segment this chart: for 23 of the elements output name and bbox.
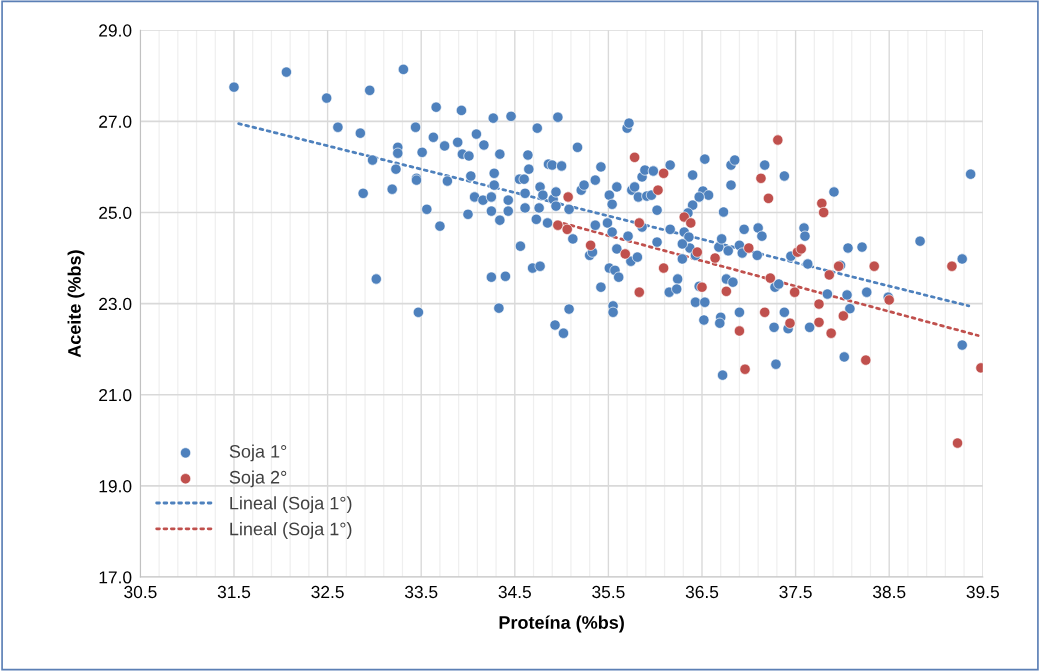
x-tick-label: 36.5 (685, 585, 719, 599)
legend-label: Soja 2° (229, 470, 287, 488)
x-tick-label: 38.5 (872, 585, 906, 599)
x-tick-label: 34.5 (498, 585, 531, 599)
x-axis-title: Proteína (%bs) (499, 615, 624, 633)
legend-label: Lineal (Soja 1°) (230, 522, 352, 539)
y-tick-label: 19.0 (99, 480, 132, 493)
legend-label: Lineal (Soja 1°) (230, 496, 352, 514)
x-tick-label: 39.5 (966, 585, 999, 599)
y-tick-label: 29.0 (99, 24, 132, 37)
y-tick-label: 27.0 (99, 115, 132, 128)
y-tick-label: 21.0 (99, 388, 132, 402)
x-tick-label: 31.5 (217, 585, 251, 599)
x-tick-label: 37.5 (779, 585, 812, 599)
x-tick-label: 35.5 (592, 585, 625, 599)
y-tick-label: 25.0 (99, 206, 132, 219)
x-tick-label: 32.5 (311, 585, 344, 599)
legend-label: Soja 1° (229, 444, 287, 462)
x-tick-label: 30.5 (124, 585, 157, 599)
y-tick-label: 23.0 (99, 297, 132, 311)
y-axis-title: Aceite (%bs) (67, 250, 85, 358)
y-tick-label: 17.0 (99, 571, 132, 584)
x-tick-label: 33.5 (404, 585, 438, 599)
